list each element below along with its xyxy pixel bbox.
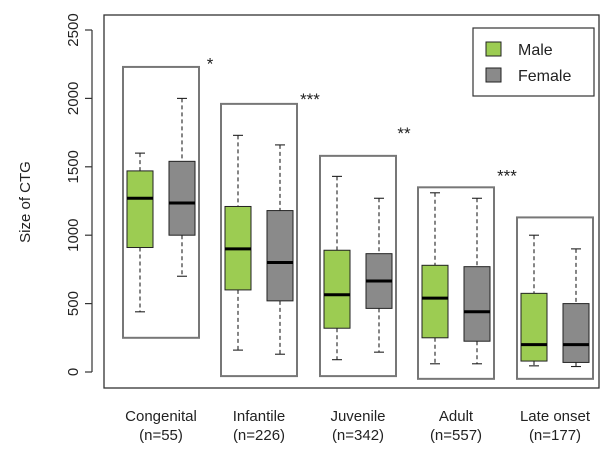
significance-marker: *** bbox=[300, 90, 320, 109]
legend: Male Female bbox=[472, 27, 595, 97]
y-axis-label: Size of CTG bbox=[17, 161, 34, 243]
box-series bbox=[126, 97, 590, 368]
significance-marker: ** bbox=[397, 124, 411, 143]
iqr-box bbox=[520, 292, 548, 362]
female-box bbox=[463, 197, 491, 365]
significance-marker: * bbox=[207, 54, 214, 73]
male-box bbox=[126, 152, 154, 313]
iqr-box bbox=[323, 249, 351, 329]
x-group-label: Adult bbox=[439, 408, 474, 425]
y-tick-label: 0 bbox=[65, 368, 82, 376]
male-box bbox=[520, 234, 548, 367]
legend-label: Male bbox=[518, 42, 553, 59]
group-frame bbox=[319, 154, 397, 378]
y-tick-label: 2000 bbox=[65, 82, 82, 115]
male-box bbox=[421, 192, 449, 365]
y-tick-label: 500 bbox=[65, 291, 82, 316]
x-group-count: (n=226) bbox=[233, 427, 285, 444]
y-tick-label: 2500 bbox=[65, 13, 82, 46]
iqr-box bbox=[463, 266, 491, 342]
iqr-box bbox=[266, 210, 294, 302]
male-box bbox=[323, 175, 351, 361]
x-group-label: Infantile bbox=[233, 408, 286, 425]
group-frame bbox=[220, 102, 298, 378]
iqr-box bbox=[168, 160, 196, 236]
y-axis: 0 500 1000 1500 2000 2500 bbox=[65, 13, 93, 376]
iqr-box bbox=[562, 303, 590, 363]
legend-box bbox=[472, 27, 595, 97]
legend-swatch bbox=[485, 67, 502, 83]
group-frame bbox=[516, 216, 594, 380]
x-group-label: Late onset bbox=[520, 408, 591, 425]
significance-annotations: ********* bbox=[207, 54, 518, 185]
group-frame bbox=[122, 65, 200, 339]
legend-label: Female bbox=[518, 68, 571, 85]
female-box bbox=[562, 248, 590, 368]
iqr-box bbox=[126, 170, 154, 249]
female-box bbox=[266, 144, 294, 355]
male-box bbox=[224, 134, 252, 351]
female-box bbox=[365, 197, 393, 353]
x-group-label: Congenital bbox=[125, 408, 197, 425]
x-group-count: (n=557) bbox=[430, 427, 482, 444]
significance-marker: *** bbox=[497, 167, 517, 186]
plot-frame bbox=[103, 14, 600, 389]
x-group-count: (n=55) bbox=[139, 427, 183, 444]
legend-swatch bbox=[485, 41, 502, 57]
x-axis-labels: Congenital (n=55) Infantile (n=226) Juvenile… bbox=[125, 408, 591, 444]
x-group-label: Juvenile bbox=[330, 408, 385, 425]
x-group-count: (n=177) bbox=[529, 427, 581, 444]
y-tick-label: 1000 bbox=[65, 219, 82, 252]
group-frames bbox=[122, 65, 594, 380]
x-group-count: (n=342) bbox=[332, 427, 384, 444]
female-box bbox=[168, 97, 196, 277]
group-frame bbox=[417, 186, 495, 380]
y-tick-label: 1500 bbox=[65, 150, 82, 183]
iqr-box bbox=[421, 264, 449, 339]
